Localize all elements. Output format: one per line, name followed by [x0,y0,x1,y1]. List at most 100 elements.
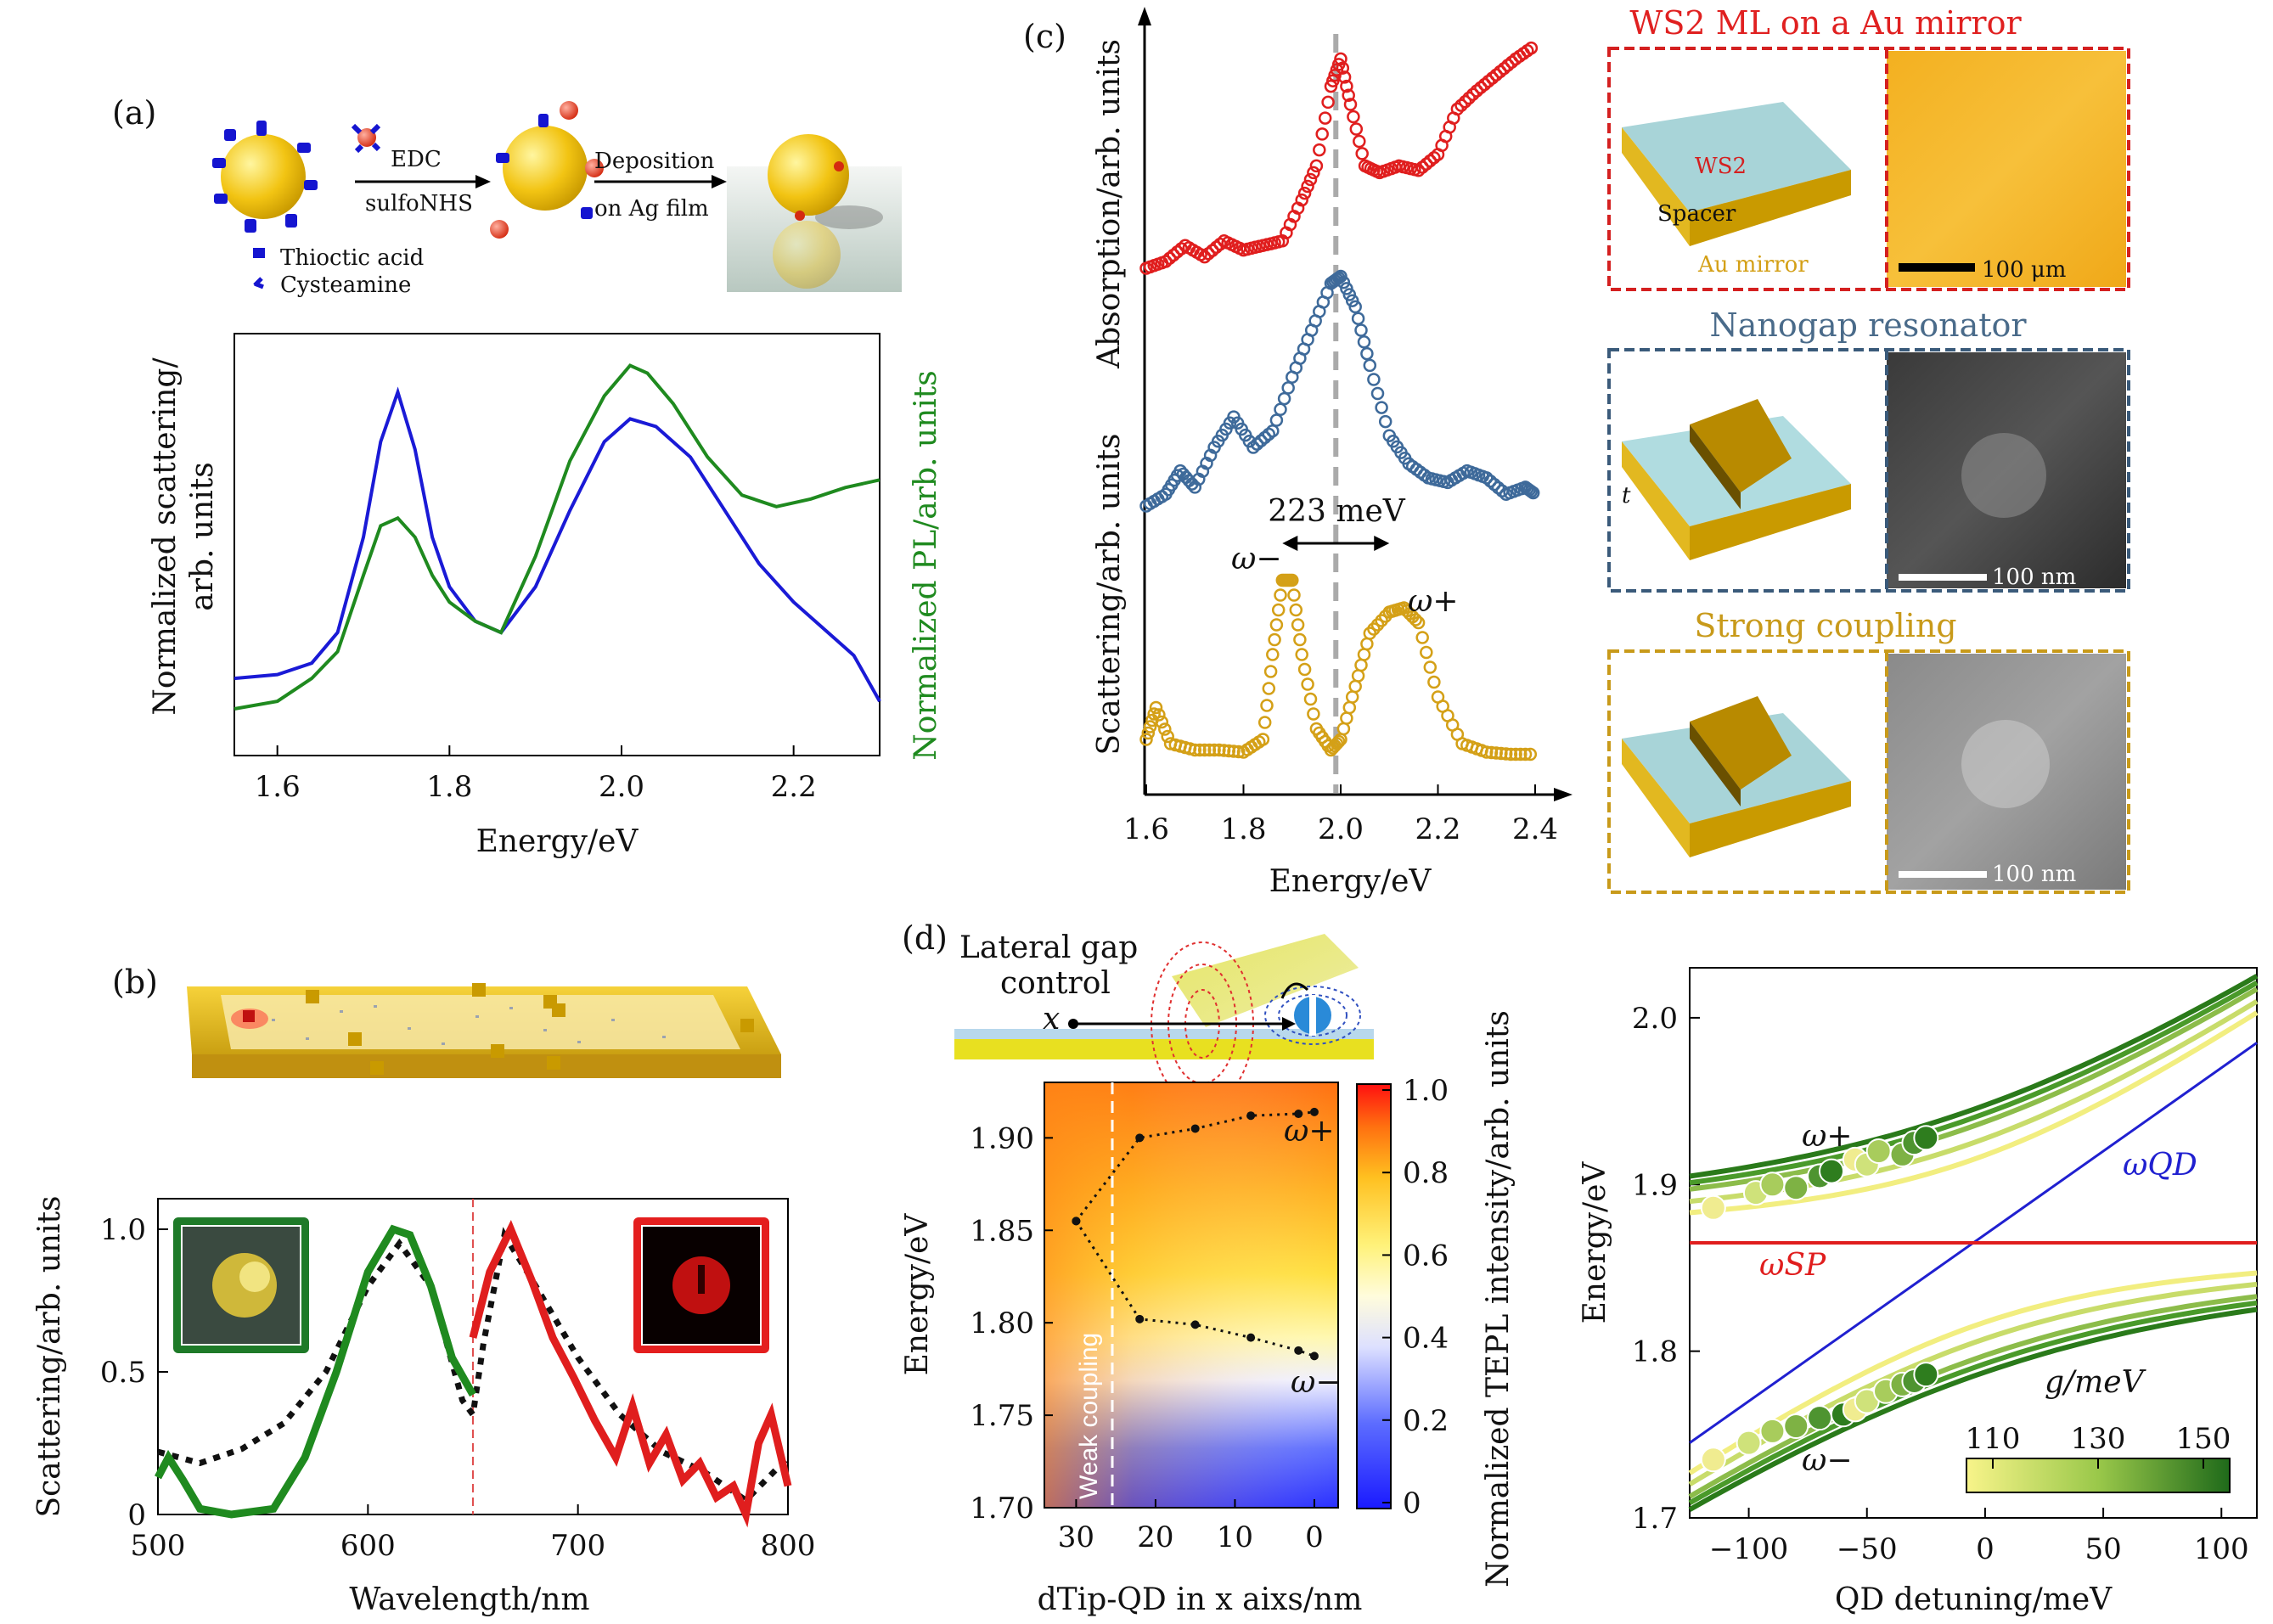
data-marker [1357,648,1371,661]
data-marker [1293,632,1307,647]
frame-ws2 [1607,47,2130,291]
scale-bar-strong [1899,871,1987,878]
colorbar-tick-label: 0.4 [1403,1322,1449,1356]
legend-thioctic: Thioctic acid [280,245,424,271]
g-colorbar-label: g/meV [2045,1365,2147,1400]
data-marker [1336,722,1351,736]
colorbar-ticks: 0 0.2 0.4 0.6 0.8 1.0 [1382,1074,1449,1520]
data-marker [1360,637,1374,651]
y-axis-label-ddisp: Energy/eV [1578,1161,1612,1324]
schematic-b [187,983,781,1078]
data-marker [1354,658,1368,672]
data-marker [1257,716,1272,729]
scale-text-nanogap: 100 nm [1992,565,2076,590]
data-point [1700,1447,1726,1473]
data-marker [1266,648,1280,661]
data-marker [1477,77,1492,92]
data-marker [1343,98,1358,111]
chart-a: 1.6 1.8 2.0 2.2 Energy/eV Normalized scatte… [148,333,943,859]
images-c: WS2 ML on a Au mirror 100 μm WS2 Spacer … [1607,4,2130,894]
data-marker [1523,747,1538,761]
branch-point [1072,1217,1081,1226]
data-marker [1518,747,1533,761]
colorbar-tick-label: 0.6 [1403,1239,1449,1273]
data-marker [1303,692,1318,706]
x-tick-label-a: 1.6 [255,770,301,804]
scale-bar-ws2 [1899,263,1975,272]
series-strong-coupling [1139,573,1538,761]
data-point [1865,1138,1892,1164]
x-tick-label-a: 2.2 [771,770,817,804]
y-tick-label-dmap: 1.70 [970,1492,1034,1526]
data-marker [1462,91,1476,105]
peak-label-minus: ω− [1231,542,1282,576]
colorbar-label: Normalized TEPL intensity/arb. units [1481,1010,1516,1587]
reaction-arrowhead-1 [475,175,491,188]
data-marker [1301,179,1314,194]
deposited-nanoparticle [768,134,849,216]
ligand-icons [212,121,318,233]
data-marker [1349,122,1364,136]
lower-branch [1075,1220,1315,1357]
bound-molecule-3 [490,220,509,239]
bound-molecule-1 [560,101,578,120]
data-marker [1315,127,1329,141]
data-marker [1484,745,1499,760]
x-ticks-ddisp: −100 −50 0 50 100 [1709,1508,2249,1566]
data-marker [1318,111,1332,125]
data-marker [1497,61,1511,76]
x-tick-label-ddisp: 50 [2085,1532,2121,1566]
series-green [155,1224,476,1519]
legend-cysteamine: Cysteamine [280,273,411,298]
data-marker [1297,186,1312,200]
branch-point [1190,1320,1200,1329]
data-marker [1207,743,1221,757]
scale-bar-nanogap [1899,574,1987,581]
colorbar [1356,1083,1392,1509]
reaction-arrowhead-2 [712,175,727,188]
data-marker [1206,244,1219,257]
splitting-label: 223 meV [1268,494,1406,529]
chart-d-heatmap: Weak coupling 30 20 10 0 1.701.751.801.851.… [900,1010,1516,1617]
x-tick-label-c: 2.0 [1318,812,1364,846]
y-axis-label-a-right: Normalized PL/arb. units [909,370,943,760]
nanogap-schematic [1622,399,1851,560]
data-marker [1197,743,1212,757]
y-axis-label-b: Scattering/arb. units [32,1195,67,1517]
data-marker [1212,743,1226,757]
data-marker [1152,708,1166,722]
data-marker [1342,88,1355,103]
data-point [1913,1362,1939,1388]
dopant-speckles [272,1005,666,1045]
data-marker [1420,645,1433,660]
data-marker [1524,41,1539,55]
data-marker [1411,615,1426,630]
data-marker [1193,743,1207,757]
x-tick-label-ddisp: 0 [1976,1532,1995,1566]
data-marker [1345,294,1359,307]
branch-point [1294,1346,1303,1355]
gold-nanoparticle-2 [503,126,588,211]
data-marker [1303,172,1318,187]
x-ticks-dmap: 30 20 10 0 [1058,1499,1324,1554]
data-points [1700,1125,1939,1473]
data-marker [1297,662,1312,677]
y-axis-label-dmap: Energy/eV [900,1213,935,1376]
x-tick-label-c: 1.6 [1123,812,1169,846]
label-omega-minus: ω− [1802,1443,1853,1478]
y-ticks-ddisp: 1.7 1.8 1.9 2.0 [1632,1002,1700,1536]
data-marker [1286,573,1299,587]
data-marker [1217,744,1231,757]
y-tick-label-b: 1.0 [100,1213,146,1247]
x-tick-label-a: 2.0 [599,770,644,804]
data-marker [1423,660,1438,674]
label-ws2-layer: WS2 [1695,154,1747,179]
y-tick-label-dmap: 1.90 [970,1121,1034,1155]
data-marker [1291,618,1305,632]
panel-label-d: (d) [902,919,948,957]
schematic-title-2: control [1000,966,1111,1001]
data-marker [1370,386,1385,401]
data-marker [1480,745,1494,759]
inset-green-image [173,1217,309,1353]
substrate-spacer [954,1029,1374,1039]
